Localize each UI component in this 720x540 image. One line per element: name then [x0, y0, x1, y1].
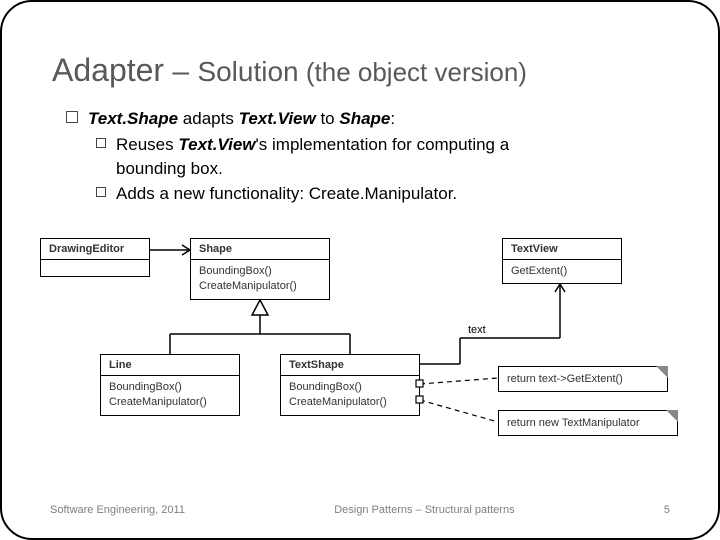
title-sub2: (the object version): [299, 57, 527, 87]
title-sub1: Solution: [197, 56, 298, 87]
class-name: DrawingEditor: [41, 239, 149, 260]
class-textview: TextView GetExtent(): [502, 238, 622, 284]
bullet-level1: Text.Shape adapts Text.View to Shape:: [66, 107, 678, 131]
class-name: TextView: [503, 239, 621, 260]
class-line: Line BoundingBox() CreateManipulator(): [100, 354, 240, 416]
footer-left: Software Engineering, 2011: [50, 504, 185, 516]
t: 's implementation for computing a: [256, 135, 510, 154]
class-name: TextShape: [281, 355, 419, 376]
bullet-box-icon: [66, 111, 78, 123]
class-name: Shape: [191, 239, 329, 260]
t: Text.View: [178, 135, 255, 154]
t: Text.View: [239, 109, 316, 128]
t: Shape: [339, 109, 390, 128]
t: :: [390, 109, 395, 128]
title-main: Adapter: [52, 52, 164, 88]
op: BoundingBox(): [109, 380, 231, 395]
bullet-box-icon: [96, 187, 106, 197]
note-text: return text->GetExtent(): [507, 373, 623, 385]
class-name: Line: [101, 355, 239, 376]
footer-right: 5: [664, 504, 670, 516]
t: Text.Shape: [88, 109, 178, 128]
bullet-level2: Reuses Text.View's implementation for co…: [96, 133, 678, 181]
note-getextent: return text->GetExtent(): [498, 366, 668, 392]
bullet1-text: Text.Shape adapts Text.View to Shape:: [88, 107, 395, 131]
note-text: return new TextManipulator: [507, 417, 639, 429]
assoc-label-text: text: [468, 324, 486, 336]
t: bounding box.: [116, 159, 223, 178]
op: CreateManipulator(): [109, 395, 231, 410]
op: CreateManipulator(): [289, 395, 411, 410]
note-manipulator: return new TextManipulator: [498, 410, 678, 436]
bullet-box-icon: [96, 138, 106, 148]
class-ops: BoundingBox() CreateManipulator(): [191, 260, 329, 299]
class-shape: Shape BoundingBox() CreateManipulator(): [190, 238, 330, 300]
note-fold-icon: [666, 410, 678, 422]
t: to: [316, 109, 340, 128]
bullet-list: Text.Shape adapts Text.View to Shape: Re…: [52, 107, 678, 206]
class-ops: BoundingBox() CreateManipulator(): [101, 376, 239, 415]
t: Reuses: [116, 135, 178, 154]
note-fold-icon: [656, 366, 668, 378]
class-drawingeditor: DrawingEditor: [40, 238, 150, 277]
op: GetExtent(): [511, 264, 613, 279]
bullet-level2: Adds a new functionality: Create.Manipul…: [96, 182, 678, 206]
class-ops: BoundingBox() CreateManipulator(): [281, 376, 419, 415]
slide-title: Adapter – Solution (the object version): [52, 52, 678, 89]
slide-footer: Software Engineering, 2011 Design Patter…: [2, 504, 718, 516]
op: BoundingBox(): [289, 380, 411, 395]
op: BoundingBox(): [199, 264, 321, 279]
bullet2-text: Reuses Text.View's implementation for co…: [116, 133, 509, 181]
class-textshape: TextShape BoundingBox() CreateManipulato…: [280, 354, 420, 416]
op: CreateManipulator(): [199, 279, 321, 294]
bullet3-text: Adds a new functionality: Create.Manipul…: [116, 182, 457, 206]
t: adapts: [178, 109, 239, 128]
footer-center: Design Patterns – Structural patterns: [334, 504, 514, 516]
class-ops: [41, 260, 149, 276]
class-ops: GetExtent(): [503, 260, 621, 283]
title-sep: –: [164, 55, 197, 88]
uml-diagram: DrawingEditor Shape BoundingBox() Create…: [40, 238, 684, 458]
slide: Adapter – Solution (the object version) …: [0, 0, 720, 540]
